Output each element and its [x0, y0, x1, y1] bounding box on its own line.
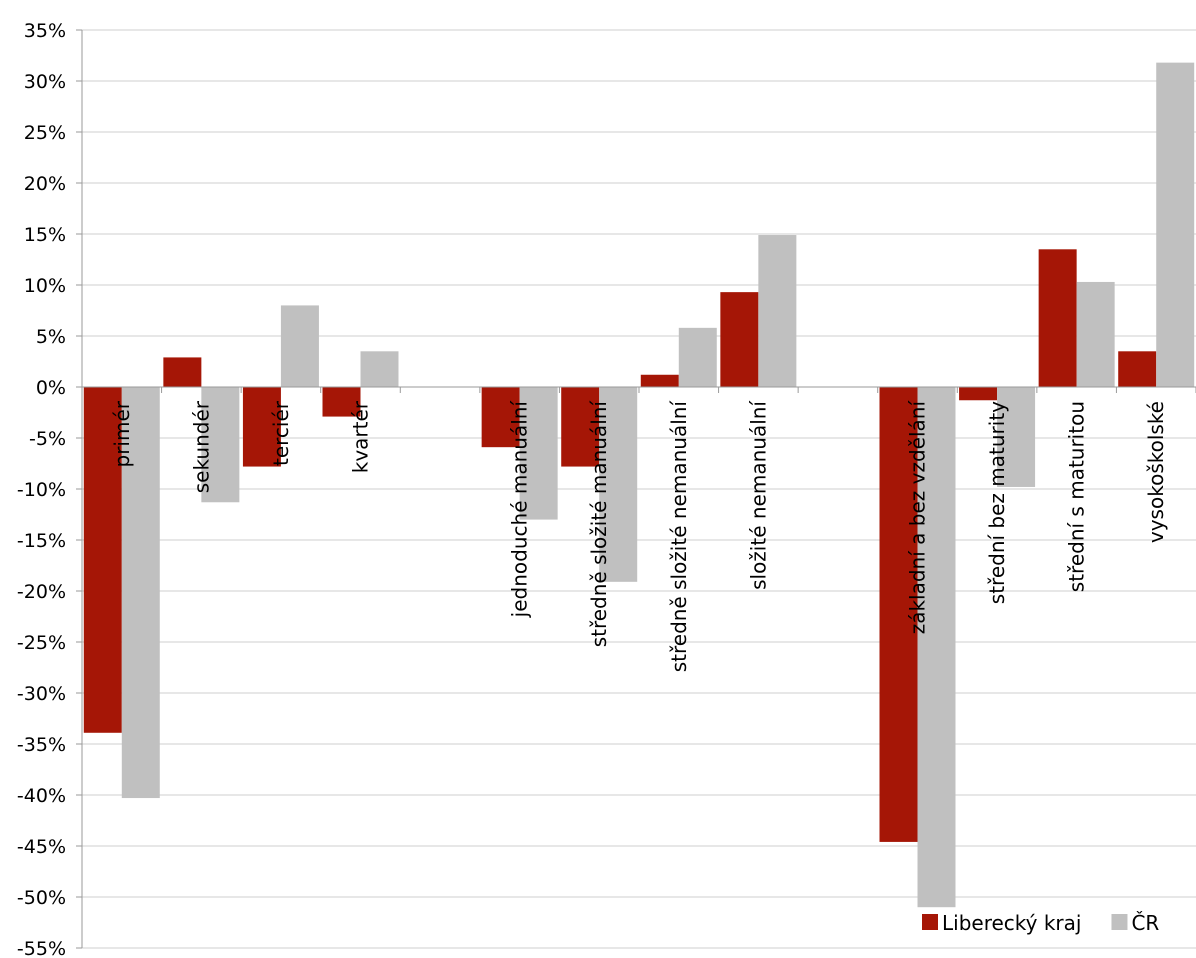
category-label: kvartér: [349, 400, 373, 473]
y-tick-label: 20%: [24, 173, 66, 195]
category-label: vysokoškolské: [1144, 401, 1168, 543]
y-tick-label: 30%: [24, 71, 66, 93]
y-tick-label: -45%: [17, 836, 66, 858]
y-tick-label: -50%: [17, 887, 66, 909]
bar: [519, 387, 558, 520]
bar: [678, 327, 717, 387]
category-label: střední bez maturity: [985, 401, 1009, 604]
bar: [1156, 62, 1195, 387]
category-label: jednoduché manuální: [508, 400, 532, 619]
y-tick-label: 0%: [36, 377, 66, 399]
bar: [1038, 249, 1077, 387]
y-tick-label: -40%: [17, 785, 66, 807]
category-label: terciér: [269, 400, 293, 466]
gridlines: [82, 29, 1196, 949]
bar: [879, 387, 918, 842]
category-label: primér: [110, 400, 134, 467]
legend-label: Liberecký kraj: [942, 911, 1081, 935]
bar: [917, 387, 956, 908]
y-tick-label: 10%: [24, 275, 66, 297]
legend-label: ČR: [1131, 911, 1159, 935]
bar: [640, 374, 679, 387]
y-tick-label: -5%: [29, 428, 66, 450]
y-tick-label: 25%: [24, 122, 66, 144]
y-tick-label: 15%: [24, 224, 66, 246]
category-label: sekundér: [189, 400, 213, 493]
y-tick-label: -25%: [17, 632, 66, 654]
bar: [997, 387, 1036, 487]
y-tick-label: -55%: [17, 938, 66, 958]
bar: [83, 387, 122, 733]
bar: [360, 351, 399, 387]
bar: [201, 387, 240, 503]
category-label: středně složité nemanuální: [667, 400, 691, 673]
y-tick-label: 35%: [24, 20, 66, 42]
bars: [83, 62, 1195, 908]
bar: [322, 387, 361, 417]
y-tick-labels: 35% 30% 25% 20% 15% 10% 5% 0% -5% -10% -15% -20% -25…: [17, 20, 66, 958]
category-label: středně složité manuální: [587, 400, 611, 648]
bar: [481, 387, 520, 448]
bar: [561, 387, 600, 467]
y-tick-label: -30%: [17, 683, 66, 705]
legend: Liberecký kraj ČR: [922, 911, 1159, 935]
bar: [959, 387, 998, 401]
category-label: střední s maturitou: [1065, 401, 1089, 592]
y-tick-label: -20%: [17, 581, 66, 603]
bar: [242, 387, 281, 467]
legend-swatch: [1111, 914, 1128, 930]
axes: [76, 29, 1196, 949]
category-label: základní a bez vzdělání: [906, 400, 930, 635]
bar: [280, 305, 319, 387]
bar: [720, 292, 759, 387]
y-tick-label: 5%: [36, 326, 66, 348]
bar: [121, 387, 160, 799]
category-label: složité nemanuální: [746, 400, 770, 590]
bar: [1076, 281, 1115, 387]
legend-swatch: [922, 914, 938, 930]
y-tick-label: -15%: [17, 530, 66, 552]
bar: [758, 235, 797, 387]
category-labels: primér sekundér terciér kvartér jednoduché m…: [110, 400, 1168, 673]
y-tick-label: -35%: [17, 734, 66, 756]
bar: [1118, 351, 1157, 387]
y-tick-label: -10%: [17, 479, 66, 501]
bar: [163, 357, 202, 387]
bar: [599, 387, 638, 582]
